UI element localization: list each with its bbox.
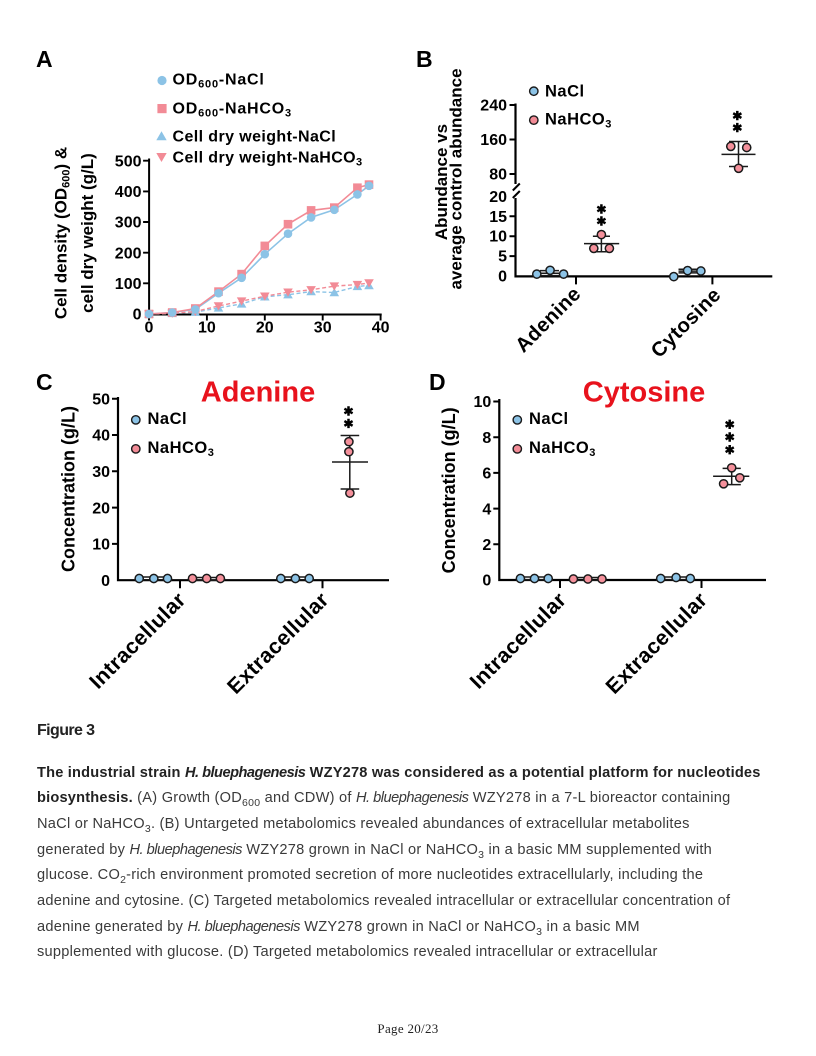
svg-text:Intracellular: Intracellular — [85, 588, 191, 694]
svg-text:Adenine: Adenine — [511, 283, 585, 357]
svg-text:80: 80 — [489, 167, 507, 184]
svg-text:400: 400 — [115, 184, 142, 201]
svg-text:NaCl: NaCl — [529, 410, 569, 428]
svg-text:D: D — [429, 369, 446, 395]
svg-text:300: 300 — [115, 215, 142, 232]
svg-text:Concentration (g/L): Concentration (g/L) — [439, 407, 459, 573]
svg-text:OD600-NaHCO3: OD600-NaHCO3 — [173, 100, 292, 119]
svg-text:500: 500 — [115, 153, 142, 170]
svg-text:30: 30 — [314, 320, 332, 337]
svg-text:NaHCO3: NaHCO3 — [545, 111, 612, 131]
svg-text:Adenine: Adenine — [201, 377, 315, 409]
svg-text:40: 40 — [372, 320, 390, 337]
svg-text:30: 30 — [92, 464, 110, 481]
svg-text:6: 6 — [482, 466, 491, 483]
svg-text:NaHCO3: NaHCO3 — [148, 439, 215, 459]
svg-text:0: 0 — [133, 307, 142, 324]
svg-text:0: 0 — [498, 269, 507, 286]
svg-text:10: 10 — [489, 229, 507, 246]
svg-text:Cytosine: Cytosine — [647, 284, 725, 362]
svg-text:average control abundance: average control abundance — [447, 68, 466, 289]
svg-text:50: 50 — [92, 391, 110, 408]
svg-text:B: B — [416, 46, 433, 72]
svg-text:cell dry weight (g/L): cell dry weight (g/L) — [78, 153, 97, 313]
svg-text:8: 8 — [482, 430, 491, 447]
svg-text:0: 0 — [145, 320, 154, 337]
svg-text:Cell dry weight-NaHCO3: Cell dry weight-NaHCO3 — [173, 150, 363, 169]
svg-text:160: 160 — [480, 132, 507, 149]
svg-text:0: 0 — [101, 573, 110, 590]
svg-text:0: 0 — [482, 573, 491, 590]
svg-text:Concentration (g/L): Concentration (g/L) — [59, 406, 79, 572]
svg-text:Cell dry weight-NaCl: Cell dry weight-NaCl — [173, 129, 337, 146]
svg-text:4: 4 — [482, 501, 491, 518]
svg-text:200: 200 — [115, 245, 142, 262]
svg-text:5: 5 — [498, 249, 507, 266]
svg-text:Cytosine: Cytosine — [583, 377, 705, 409]
svg-text:20: 20 — [92, 500, 110, 517]
svg-text:2: 2 — [482, 537, 491, 554]
svg-text:10: 10 — [474, 394, 492, 411]
svg-text:Abundance vs: Abundance vs — [432, 124, 451, 240]
svg-text:100: 100 — [115, 276, 142, 293]
svg-text:Extracellular: Extracellular — [222, 588, 333, 699]
svg-text:Intracellular: Intracellular — [465, 588, 571, 694]
svg-text:20: 20 — [489, 189, 507, 206]
svg-text:Extracellular: Extracellular — [601, 588, 712, 699]
svg-text:A: A — [36, 46, 53, 72]
svg-text:Cell density (OD600) &: Cell density (OD600) & — [52, 147, 73, 319]
svg-text:15: 15 — [489, 209, 507, 226]
svg-text:OD600-NaCl: OD600-NaCl — [173, 72, 265, 91]
svg-text:C: C — [36, 369, 53, 395]
svg-text:20: 20 — [256, 320, 274, 337]
svg-text:240: 240 — [480, 98, 507, 115]
svg-text:40: 40 — [92, 428, 110, 445]
svg-text:10: 10 — [198, 320, 216, 337]
svg-text:NaCl: NaCl — [148, 410, 188, 428]
svg-text:NaCl: NaCl — [545, 83, 585, 101]
svg-text:10: 10 — [92, 537, 110, 554]
svg-text:NaHCO3: NaHCO3 — [529, 439, 596, 459]
